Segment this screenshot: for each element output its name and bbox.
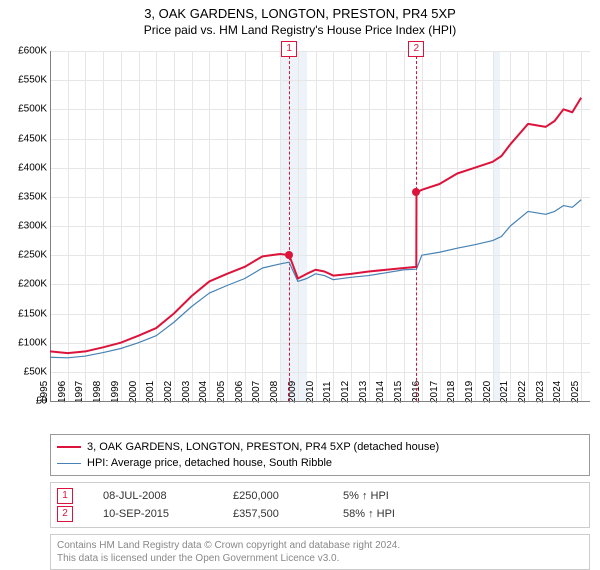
y-tick-label: £600K [18,46,47,57]
attribution-line: Contains HM Land Registry data © Crown c… [57,539,583,552]
series-line [50,200,581,358]
attribution-line: This data is licensed under the Open Gov… [57,552,583,565]
transactions-table: 1 08-JUL-2008 £250,000 5% ↑ HPI 2 10-SEP-2015… [50,482,590,528]
y-tick-label: £300K [18,221,47,232]
x-tick-label: 1995 [39,381,50,403]
transaction-price: £250,000 [233,487,313,505]
transaction-vs-hpi: 58% ↑ HPI [343,505,395,523]
y-tick-label: £200K [18,279,47,290]
y-tick-label: £450K [18,133,47,144]
chart-title: 3, OAK GARDENS, LONGTON, PRESTON, PR4 5X… [0,6,600,21]
transaction-vs-hpi: 5% ↑ HPI [343,487,389,505]
transaction-row: 1 08-JUL-2008 £250,000 5% ↑ HPI [57,487,583,505]
transaction-price: £357,500 [233,505,313,523]
y-tick-label: £350K [18,191,47,202]
legend-item: HPI: Average price, detached house, Sout… [57,455,583,471]
legend-item: 3, OAK GARDENS, LONGTON, PRESTON, PR4 5X… [57,439,583,455]
chart-subtitle: Price paid vs. HM Land Registry's House … [0,23,600,37]
y-tick-label: £100K [18,337,47,348]
y-tick-label: £400K [18,162,47,173]
transaction-point [412,188,420,196]
y-tick-label: £50K [24,366,47,377]
y-tick-label: £500K [18,104,47,115]
attribution: Contains HM Land Registry data © Crown c… [50,534,590,570]
x-axis [50,401,590,402]
y-tick-label: £550K [18,75,47,86]
series-line [50,98,581,354]
series-layer [50,51,590,401]
transaction-point [285,251,293,259]
legend-label: 3, OAK GARDENS, LONGTON, PRESTON, PR4 5X… [87,439,439,455]
legend-label: HPI: Average price, detached house, Sout… [87,455,332,471]
y-tick-label: £250K [18,250,47,261]
legend-swatch [57,463,81,464]
transaction-date: 08-JUL-2008 [103,487,203,505]
legend-swatch [57,446,81,448]
transaction-row: 2 10-SEP-2015 £357,500 58% ↑ HPI [57,505,583,523]
y-tick-label: £150K [18,308,47,319]
chart: £0£50K£100K£150K£200K£250K£300K£350K£400… [50,51,590,401]
legend: 3, OAK GARDENS, LONGTON, PRESTON, PR4 5X… [50,434,590,476]
transaction-date: 10-SEP-2015 [103,505,203,523]
transaction-marker-icon: 2 [57,506,73,522]
transaction-marker-icon: 1 [57,488,73,504]
